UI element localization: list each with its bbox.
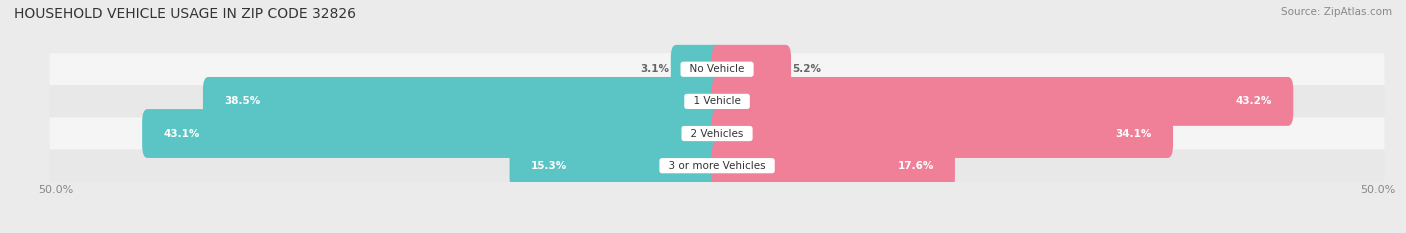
FancyBboxPatch shape bbox=[49, 150, 1385, 182]
FancyBboxPatch shape bbox=[142, 109, 723, 158]
FancyBboxPatch shape bbox=[49, 117, 1385, 150]
Text: No Vehicle: No Vehicle bbox=[683, 64, 751, 74]
Text: 34.1%: 34.1% bbox=[1115, 129, 1152, 139]
Text: 43.2%: 43.2% bbox=[1236, 96, 1272, 106]
Text: 2 Vehicles: 2 Vehicles bbox=[685, 129, 749, 139]
FancyBboxPatch shape bbox=[711, 77, 1294, 126]
FancyBboxPatch shape bbox=[711, 141, 955, 190]
Text: 15.3%: 15.3% bbox=[530, 161, 567, 171]
FancyBboxPatch shape bbox=[711, 45, 792, 94]
Text: 1 Vehicle: 1 Vehicle bbox=[688, 96, 747, 106]
FancyBboxPatch shape bbox=[711, 109, 1173, 158]
Text: Source: ZipAtlas.com: Source: ZipAtlas.com bbox=[1281, 7, 1392, 17]
FancyBboxPatch shape bbox=[49, 85, 1385, 117]
FancyBboxPatch shape bbox=[49, 53, 1385, 85]
Text: 3.1%: 3.1% bbox=[641, 64, 669, 74]
Text: HOUSEHOLD VEHICLE USAGE IN ZIP CODE 32826: HOUSEHOLD VEHICLE USAGE IN ZIP CODE 3282… bbox=[14, 7, 356, 21]
Text: 5.2%: 5.2% bbox=[793, 64, 821, 74]
FancyBboxPatch shape bbox=[202, 77, 723, 126]
FancyBboxPatch shape bbox=[509, 141, 723, 190]
Text: 17.6%: 17.6% bbox=[897, 161, 934, 171]
Text: 3 or more Vehicles: 3 or more Vehicles bbox=[662, 161, 772, 171]
Text: 38.5%: 38.5% bbox=[224, 96, 260, 106]
FancyBboxPatch shape bbox=[671, 45, 723, 94]
Text: 43.1%: 43.1% bbox=[163, 129, 200, 139]
